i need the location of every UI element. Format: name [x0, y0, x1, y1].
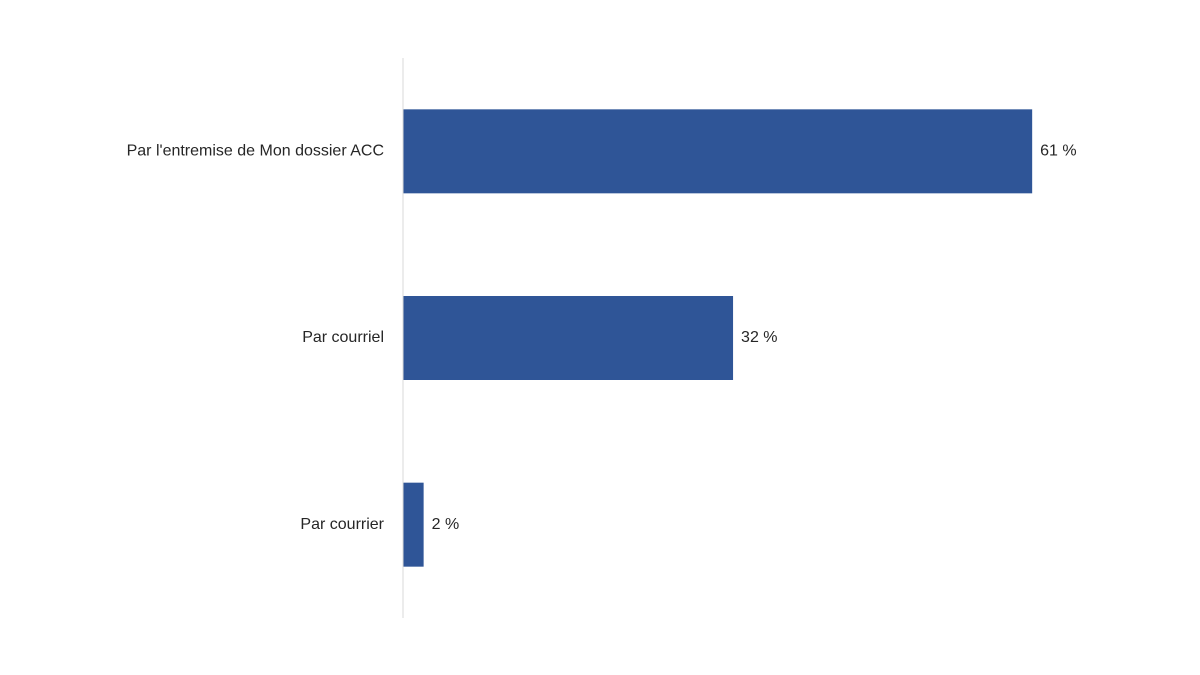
bar [403, 296, 734, 380]
bar [403, 109, 1033, 194]
y-tick-label: Par l'entremise de Mon dossier ACC [127, 143, 384, 160]
data-label: 32 % [741, 329, 777, 346]
bar [403, 482, 424, 567]
data-label: 61 % [1040, 143, 1076, 160]
data-label: 2 % [432, 516, 460, 533]
y-tick-label: Par courriel [302, 329, 384, 346]
y-tick-label: Par courrier [300, 516, 384, 533]
